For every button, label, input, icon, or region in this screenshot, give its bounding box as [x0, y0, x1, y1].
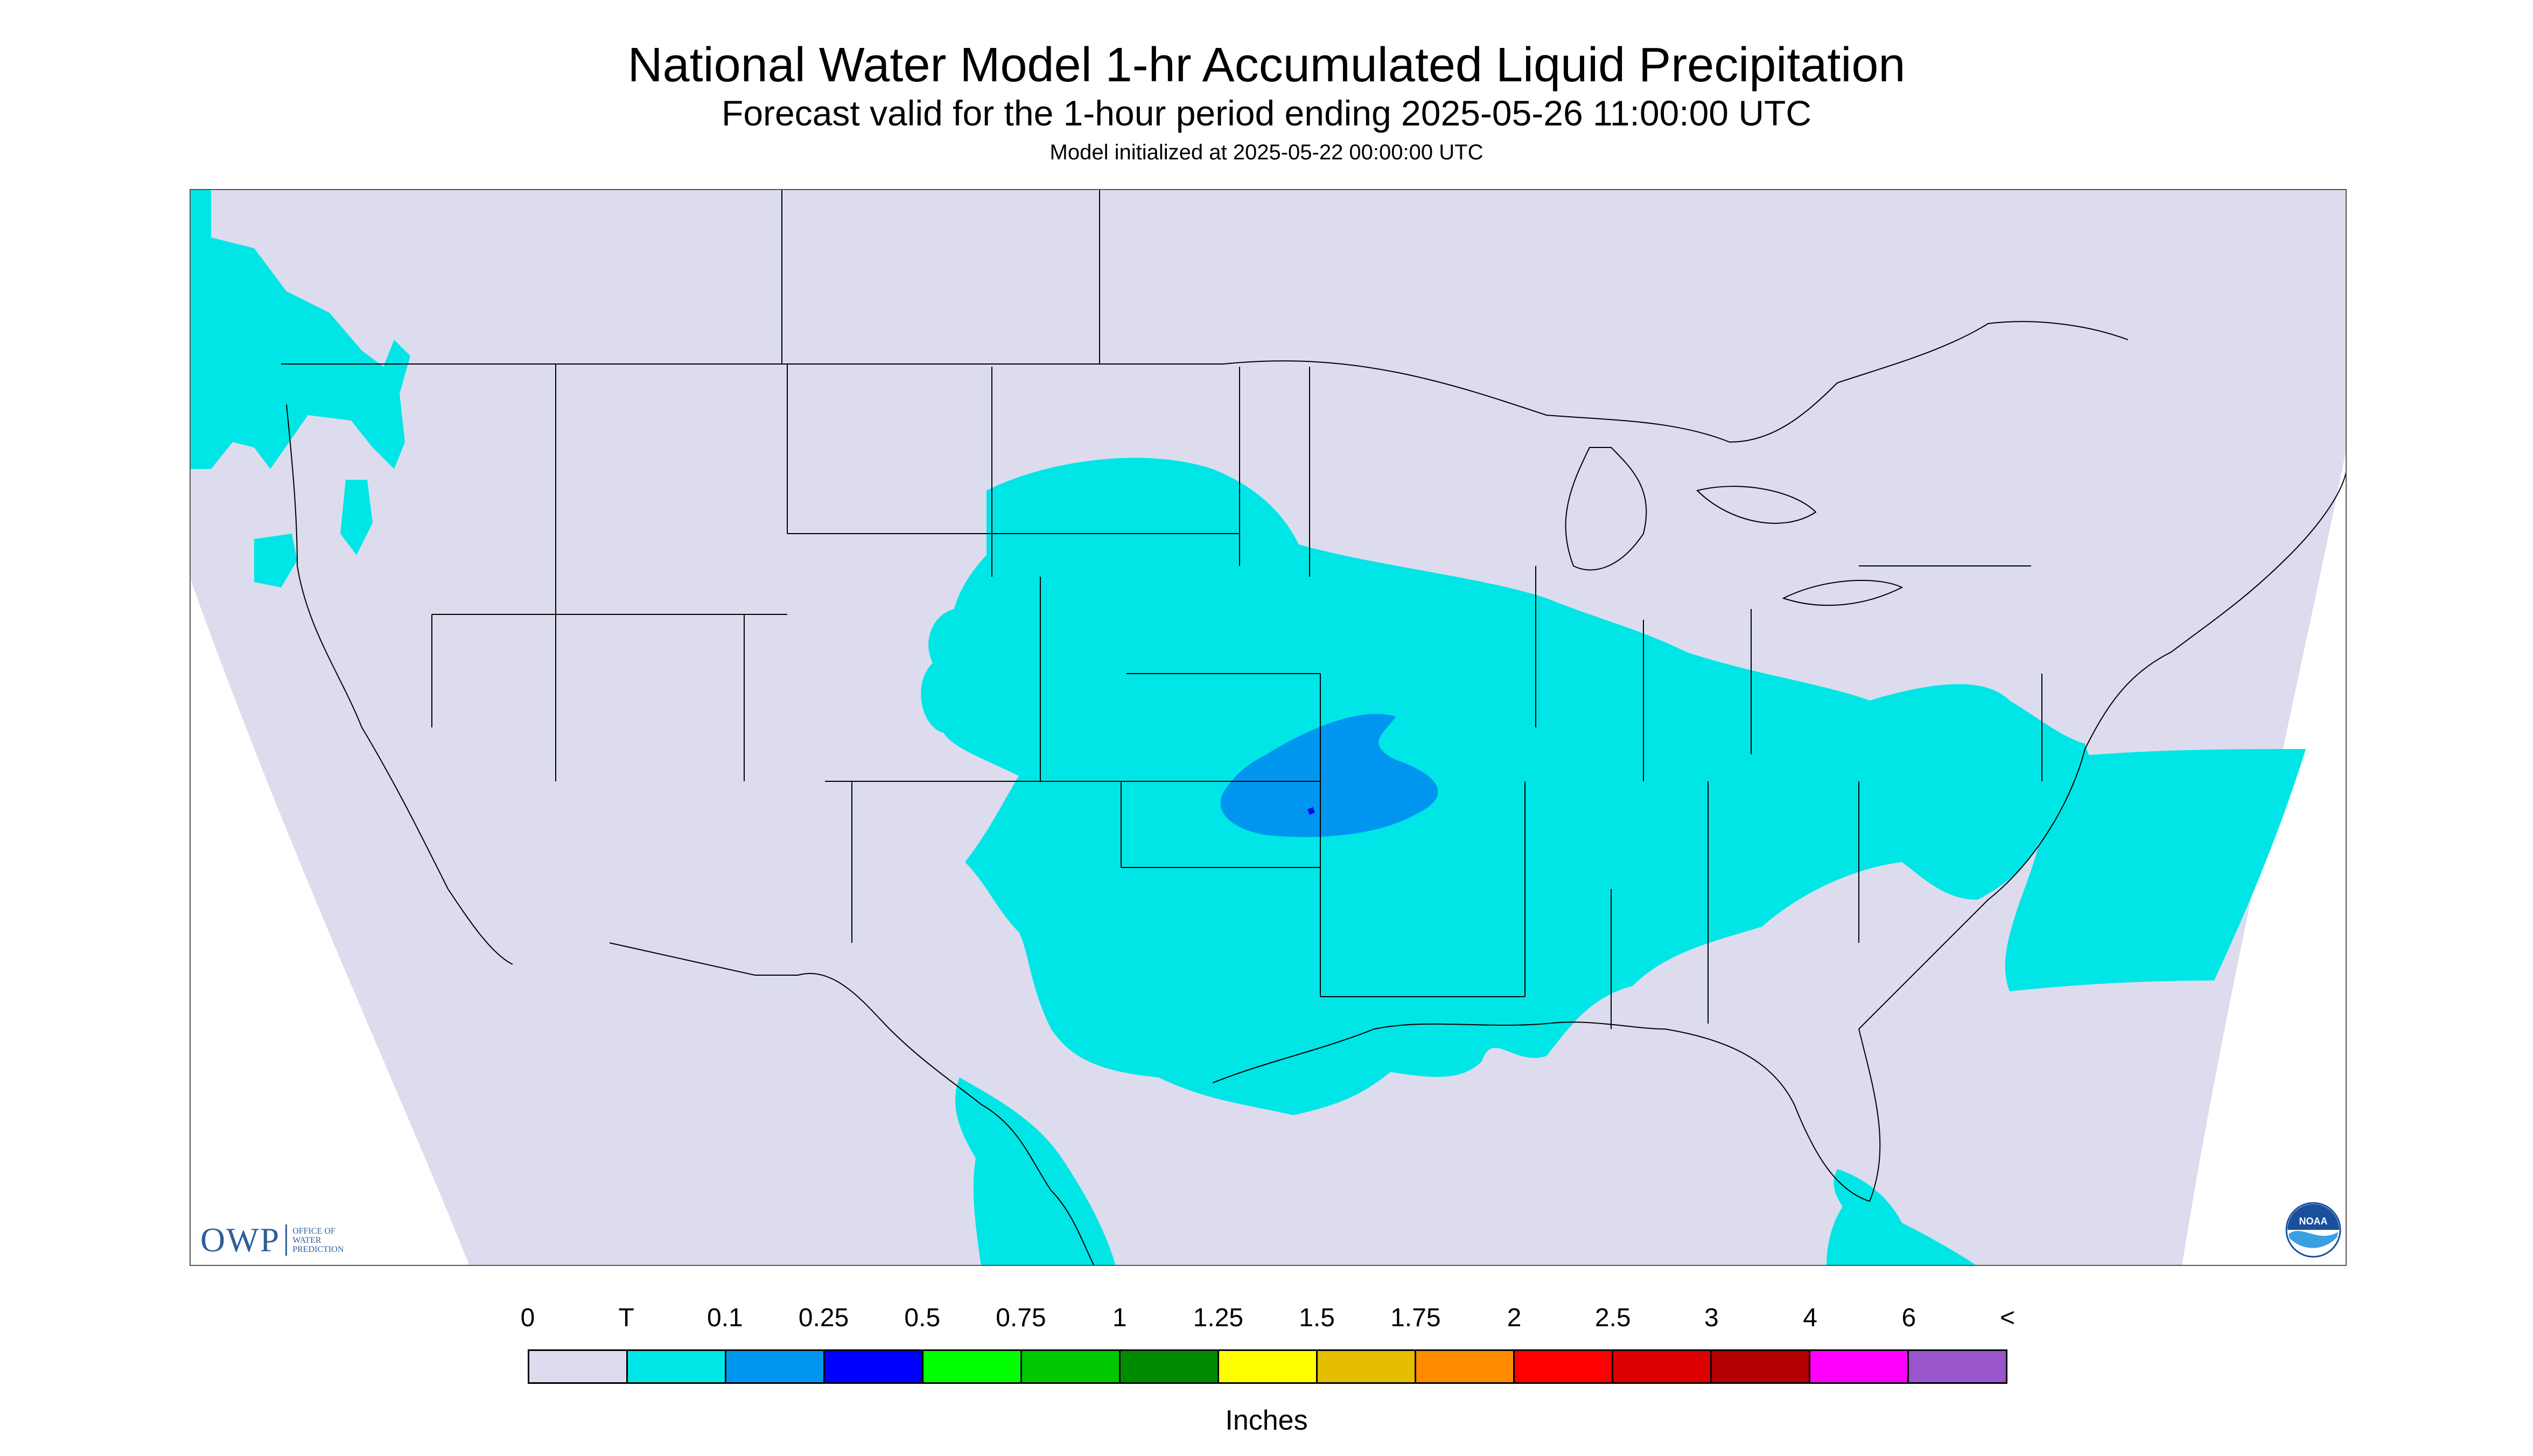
legend-tick-label: 0.25: [798, 1304, 849, 1332]
political-boundaries: [281, 189, 2347, 1266]
precip-light-area: [1220, 713, 1438, 837]
legend-tick-label: 0: [520, 1304, 535, 1332]
idaho-rain: [340, 480, 373, 555]
legend-tick-label: <: [1999, 1304, 2016, 1332]
forecast-valid-subtitle: Forecast valid for the 1-hour period end…: [722, 93, 1811, 133]
great-lakes: [1565, 447, 1904, 606]
legend-swatch: [1515, 1351, 1613, 1382]
legend-labels: 0 T 0.1 0.25 0.5 0.75 1 1.25 1.5 1.75 2 2.5 3 4 6 <: [0, 1302, 2533, 1340]
legend-tick-label: 1.75: [1390, 1304, 1441, 1332]
map-canvas: [190, 189, 2347, 1266]
legend-tick-label: 6: [1901, 1304, 1916, 1332]
legend-swatch: [1318, 1351, 1416, 1382]
legend-unit: Inches: [1225, 1405, 1308, 1436]
legend-swatch: [1712, 1351, 1810, 1382]
legend-swatch: [1022, 1351, 1121, 1382]
noaa-logo: NOAA: [2285, 1202, 2341, 1258]
legend-tick-label: 2.5: [1594, 1304, 1631, 1332]
svg-text:NOAA: NOAA: [2299, 1216, 2328, 1227]
legend-tick-label: 1: [1112, 1304, 1127, 1332]
central-us-rain: [921, 458, 2090, 1115]
pacific-nw-rain: [190, 189, 410, 469]
legend-swatch: [1909, 1351, 2006, 1382]
legend-swatch: [1613, 1351, 1712, 1382]
precip-heavier-spot: [1307, 807, 1315, 815]
legend-tick-label: 0.5: [904, 1304, 941, 1332]
owp-logo: OWP OFFICE OF WATER PREDICTION: [200, 1221, 344, 1259]
legend-swatch: [1416, 1351, 1515, 1382]
precipitation-map: [190, 189, 2347, 1266]
legend-swatch: [923, 1351, 1022, 1382]
state-lines-east: [1535, 565, 2042, 781]
legend-swatch: [1121, 1351, 1219, 1382]
legend-tick-label: 0.1: [707, 1304, 743, 1332]
east-coast: [1858, 468, 2347, 1202]
state-lines-north: [555, 189, 1310, 614]
legend-colorbar: [528, 1349, 2007, 1384]
legend-swatch: [726, 1351, 825, 1382]
legend-swatch: [529, 1351, 628, 1382]
owp-logo-text: OFFICE OF WATER PREDICTION: [292, 1226, 344, 1254]
map-title: National Water Model 1-hr Accumulated Li…: [627, 38, 1906, 92]
model-init-label: Model initialized at 2025-05-22 00:00:00…: [1049, 141, 1484, 164]
mexico-rain: [955, 1077, 1116, 1266]
atlantic-rain: [2005, 749, 2306, 991]
state-lines-south: [851, 781, 1859, 1029]
state-lines-central: [431, 533, 1525, 997]
legend-tick-label: 4: [1803, 1304, 1817, 1332]
legend-tick-label: 1.5: [1299, 1304, 1335, 1332]
owp-logo-mark: OWP: [200, 1221, 281, 1259]
legend-swatch: [825, 1351, 923, 1382]
west-coast: [286, 404, 513, 965]
oregon-rain: [254, 534, 297, 587]
gulf-coast: [1212, 1021, 1870, 1202]
legend-tick-label: 3: [1704, 1304, 1719, 1332]
legend-tick-label: T: [618, 1304, 634, 1332]
legend-swatch: [628, 1351, 726, 1382]
legend-swatch: [1810, 1351, 1909, 1382]
gulf-rain: [1827, 1169, 1977, 1266]
owp-logo-divider: [285, 1224, 288, 1256]
map-border: [190, 189, 2347, 1266]
legend-swatch: [1219, 1351, 1318, 1382]
legend-tick-label: 2: [1507, 1304, 1522, 1332]
precip-trace-areas: [190, 189, 2306, 1266]
canada-us-border-great-lakes: [1223, 321, 2129, 443]
us-mexico-border: [609, 942, 1095, 1266]
legend-tick-label: 0.75: [996, 1304, 1046, 1332]
legend-tick-label: 1.25: [1193, 1304, 1244, 1332]
